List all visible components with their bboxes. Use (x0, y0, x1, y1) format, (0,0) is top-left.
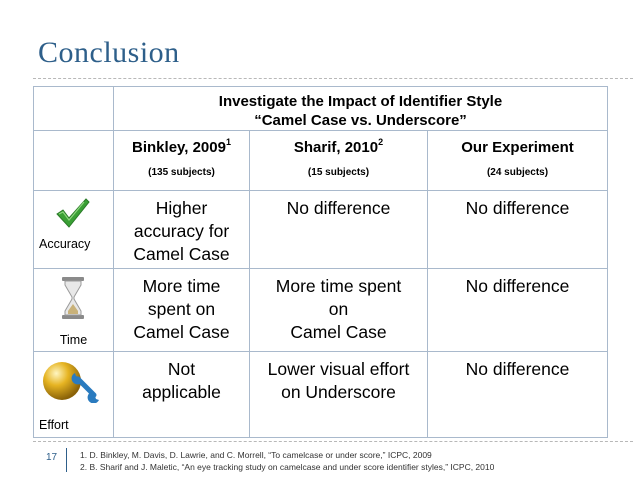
cell-effort-sharif: Lower visual effort on Underscore (249, 351, 428, 438)
cell-time-our-experiment: No difference (426, 268, 609, 352)
column-name: Binkley, 2009 (132, 139, 226, 156)
row-label-text: Effort (39, 418, 69, 432)
cell-line: Camel Case (290, 322, 387, 342)
column-subjects: (24 subjects) (486, 167, 549, 178)
column-subjects: (135 subjects) (148, 167, 215, 178)
cell-line: accuracy for (133, 221, 230, 241)
corner-cell (33, 86, 114, 131)
cell-line: on (328, 299, 349, 319)
cell-line: More time spent (275, 276, 402, 296)
row-label-accuracy: Accuracy (33, 190, 114, 269)
cell-effort-our-experiment: No difference (426, 351, 609, 438)
cell-line: No difference (465, 359, 570, 379)
cell-line: Camel Case (133, 322, 230, 342)
cell-accuracy-our-experiment: No difference (426, 190, 609, 269)
cell-line: applicable (142, 382, 221, 402)
table-header-row: Investigate the Impact of Identifier Sty… (33, 86, 609, 131)
cell-line: Lower visual effort (267, 359, 410, 379)
gold-ball-wrench-icon (43, 362, 99, 403)
comparison-table: Investigate the Impact of Identifier Sty… (33, 86, 609, 438)
cell-line: on Underscore (281, 382, 396, 402)
cell-time-binkley: More time spent on Camel Case (113, 268, 250, 352)
row-label-effort: Effort (33, 351, 114, 438)
footnote-ref: 1 (225, 137, 231, 147)
cell-line: Camel Case (133, 244, 230, 264)
header-line-2: “Camel Case vs. Underscore” (254, 112, 467, 129)
header-line-1: Investigate the Impact of Identifier Sty… (218, 93, 503, 110)
corner-cell-2 (33, 130, 114, 191)
slide-title: Conclusion (38, 36, 180, 69)
column-header-row: Binkley, 20091 (135 subjects) Sharif, 20… (33, 130, 609, 191)
row-label-text: Time (59, 333, 88, 347)
column-header-binkley: Binkley, 20091 (135 subjects) (113, 130, 250, 191)
title-divider (33, 78, 633, 79)
footnote-ref: 2 (378, 137, 384, 147)
table-row-time: Time More time spent on Camel Case More … (33, 268, 609, 352)
cell-line: spent on (147, 299, 216, 319)
column-subjects: (15 subjects) (307, 167, 370, 178)
cell-line: More time (142, 276, 221, 296)
column-header-our-experiment: Our Experiment (24 subjects) (426, 130, 609, 191)
cell-line: Not (167, 359, 196, 379)
table-row-accuracy: Accuracy Higher accuracy for Camel Case … (33, 190, 609, 269)
row-label-text: Accuracy (39, 237, 91, 251)
table-row-effort: Effort Not applicable Lower visual effor… (33, 351, 609, 438)
checkmark-icon (56, 198, 90, 228)
hourglass-icon (62, 277, 84, 319)
cell-accuracy-sharif: No difference (249, 190, 428, 269)
cell-time-sharif: More time spent on Camel Case (249, 268, 428, 352)
slide-number: 17 (46, 452, 58, 463)
cell-effort-binkley: Not applicable (113, 351, 250, 438)
footnote-1: 1. D. Binkley, M. Davis, D. Lawrie, and … (80, 450, 432, 460)
cell-line: No difference (465, 276, 570, 296)
footer-divider (33, 441, 633, 442)
cell-accuracy-binkley: Higher accuracy for Camel Case (113, 190, 250, 269)
column-name: Our Experiment (461, 139, 574, 156)
cell-line: No difference (465, 198, 570, 218)
cell-line: No difference (286, 198, 391, 218)
column-header-sharif: Sharif, 20102 (15 subjects) (249, 130, 428, 191)
cell-line: Higher (155, 198, 208, 218)
row-label-time: Time (33, 268, 114, 352)
column-name: Sharif, 2010 (293, 139, 379, 156)
footer-separator (66, 448, 67, 472)
table-header: Investigate the Impact of Identifier Sty… (112, 86, 609, 131)
footnote-2: 2. B. Sharif and J. Maletic, “An eye tra… (80, 462, 495, 472)
